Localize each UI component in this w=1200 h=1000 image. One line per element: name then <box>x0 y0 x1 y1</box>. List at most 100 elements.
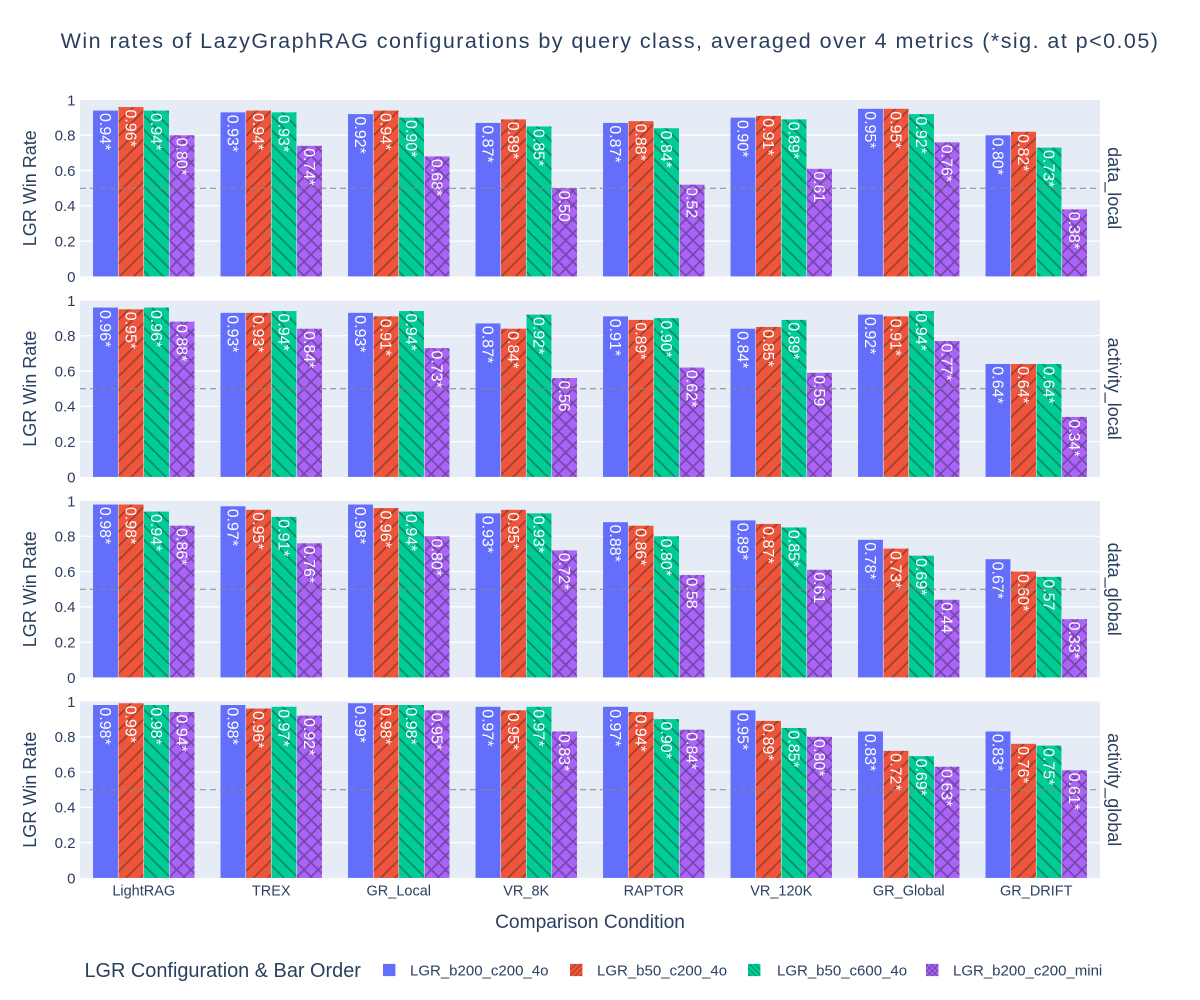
svg-text:0.6: 0.6 <box>55 564 76 581</box>
svg-text:LightRAG: LightRAG <box>112 884 175 900</box>
svg-text:0.92*: 0.92* <box>351 117 368 154</box>
svg-text:0.97*: 0.97* <box>478 709 495 746</box>
svg-text:TREX: TREX <box>252 884 291 900</box>
svg-text:activity_global: activity_global <box>1103 733 1124 846</box>
svg-text:0.98*: 0.98* <box>96 507 113 544</box>
svg-text:0.8: 0.8 <box>55 729 76 746</box>
svg-text:0.2: 0.2 <box>55 434 76 451</box>
svg-text:0.95*: 0.95* <box>504 512 521 549</box>
svg-text:0.95*: 0.95* <box>504 713 521 750</box>
svg-text:0.67*: 0.67* <box>988 562 1005 599</box>
svg-text:VR_8K: VR_8K <box>503 884 549 900</box>
svg-text:0.80*: 0.80* <box>810 739 827 776</box>
svg-text:0.90*: 0.90* <box>733 120 750 157</box>
svg-text:0.34*: 0.34* <box>1065 419 1082 456</box>
svg-text:0: 0 <box>67 469 75 486</box>
svg-text:0.4: 0.4 <box>55 599 76 616</box>
svg-text:0.85*: 0.85* <box>784 730 801 767</box>
svg-text:LGR_b200_c200_4o: LGR_b200_c200_4o <box>410 962 548 979</box>
svg-text:0.97*: 0.97* <box>606 709 623 746</box>
svg-text:0.90*: 0.90* <box>657 722 674 759</box>
svg-text:0.89*: 0.89* <box>733 523 750 560</box>
svg-text:0.78*: 0.78* <box>861 542 878 579</box>
svg-text:LGR Win Rate: LGR Win Rate <box>20 531 40 647</box>
svg-text:0.94*: 0.94* <box>249 113 266 150</box>
svg-text:0.96*: 0.96* <box>249 711 266 748</box>
svg-text:0.88*: 0.88* <box>606 525 623 562</box>
svg-text:0.80*: 0.80* <box>427 539 444 576</box>
svg-text:0.91*: 0.91* <box>606 319 623 356</box>
svg-text:0.98*: 0.98* <box>96 707 113 744</box>
svg-text:0: 0 <box>67 870 75 887</box>
svg-text:0.88*: 0.88* <box>172 324 189 361</box>
svg-text:0.89*: 0.89* <box>504 122 521 159</box>
svg-text:0.93*: 0.93* <box>351 315 368 352</box>
svg-text:0.94*: 0.94* <box>96 113 113 150</box>
svg-text:0.93*: 0.93* <box>478 516 495 553</box>
svg-text:0.4: 0.4 <box>55 800 76 817</box>
svg-text:Win rates of LazyGraphRAG conf: Win rates of LazyGraphRAG configurations… <box>61 29 1160 53</box>
svg-text:0.91*: 0.91* <box>376 319 393 356</box>
svg-text:0.80*: 0.80* <box>988 138 1005 175</box>
svg-text:0.98*: 0.98* <box>351 507 368 544</box>
svg-text:0.76*: 0.76* <box>300 546 317 583</box>
svg-text:LGR Win Rate: LGR Win Rate <box>20 130 40 246</box>
svg-text:0.97*: 0.97* <box>223 509 240 546</box>
svg-text:0.98*: 0.98* <box>121 507 138 544</box>
svg-text:0.38*: 0.38* <box>1065 212 1082 249</box>
svg-text:0.6: 0.6 <box>55 363 76 380</box>
svg-text:0.93*: 0.93* <box>274 115 291 152</box>
svg-text:0.89*: 0.89* <box>631 322 648 359</box>
svg-text:0.64*: 0.64* <box>1039 366 1056 403</box>
svg-text:0.84*: 0.84* <box>682 732 699 769</box>
svg-text:0.85*: 0.85* <box>759 329 776 366</box>
svg-text:0.61: 0.61 <box>810 171 827 202</box>
svg-text:LGR Win Rate: LGR Win Rate <box>20 331 40 447</box>
svg-text:0.6: 0.6 <box>55 163 76 180</box>
svg-text:0.96*: 0.96* <box>147 310 164 347</box>
svg-text:0.90*: 0.90* <box>402 120 419 157</box>
svg-text:0.73*: 0.73* <box>427 351 444 388</box>
svg-text:0.94*: 0.94* <box>402 514 419 551</box>
svg-text:0.64*: 0.64* <box>1014 366 1031 403</box>
svg-text:0.94*: 0.94* <box>147 113 164 150</box>
svg-text:0.95*: 0.95* <box>121 312 138 349</box>
svg-text:0.99*: 0.99* <box>351 706 368 743</box>
svg-text:0.94*: 0.94* <box>912 313 929 350</box>
svg-text:0.80*: 0.80* <box>172 138 189 175</box>
svg-text:0.92*: 0.92* <box>912 117 929 154</box>
svg-text:1: 1 <box>67 493 75 510</box>
svg-text:0.91*: 0.91* <box>274 519 291 556</box>
svg-text:0.80*: 0.80* <box>657 539 674 576</box>
svg-text:0.91*: 0.91* <box>759 118 776 155</box>
svg-text:0.83*: 0.83* <box>861 734 878 771</box>
svg-text:data_local: data_local <box>1103 147 1124 229</box>
svg-text:0.95*: 0.95* <box>886 111 903 148</box>
svg-text:0.94*: 0.94* <box>274 313 291 350</box>
svg-text:1: 1 <box>67 694 75 711</box>
svg-text:0.88*: 0.88* <box>631 124 648 161</box>
svg-text:0.2: 0.2 <box>55 234 76 251</box>
svg-text:0.93*: 0.93* <box>223 315 240 352</box>
svg-text:0.85*: 0.85* <box>529 129 546 166</box>
svg-text:0.59: 0.59 <box>810 375 827 406</box>
svg-text:LGR Configuration & Bar Order: LGR Configuration & Bar Order <box>85 960 362 982</box>
svg-text:0.98*: 0.98* <box>402 707 419 744</box>
svg-text:0.86*: 0.86* <box>631 528 648 565</box>
svg-text:0.77*: 0.77* <box>937 343 954 380</box>
svg-text:0.72*: 0.72* <box>555 553 572 590</box>
svg-text:Comparison Condition: Comparison Condition <box>495 912 685 933</box>
svg-text:0.93*: 0.93* <box>529 516 546 553</box>
svg-text:0.60*: 0.60* <box>1014 574 1031 611</box>
svg-text:0.99*: 0.99* <box>121 706 138 743</box>
svg-text:0.93*: 0.93* <box>223 115 240 152</box>
svg-text:0.94*: 0.94* <box>172 714 189 751</box>
svg-text:0.8: 0.8 <box>55 328 76 345</box>
svg-text:0.72*: 0.72* <box>886 753 903 790</box>
svg-text:0.97*: 0.97* <box>529 709 546 746</box>
svg-text:0.58: 0.58 <box>682 577 699 608</box>
svg-text:VR_120K: VR_120K <box>750 884 812 900</box>
svg-text:0.69*: 0.69* <box>912 558 929 595</box>
svg-text:0.61*: 0.61* <box>1065 773 1082 810</box>
svg-text:0.97*: 0.97* <box>274 709 291 746</box>
